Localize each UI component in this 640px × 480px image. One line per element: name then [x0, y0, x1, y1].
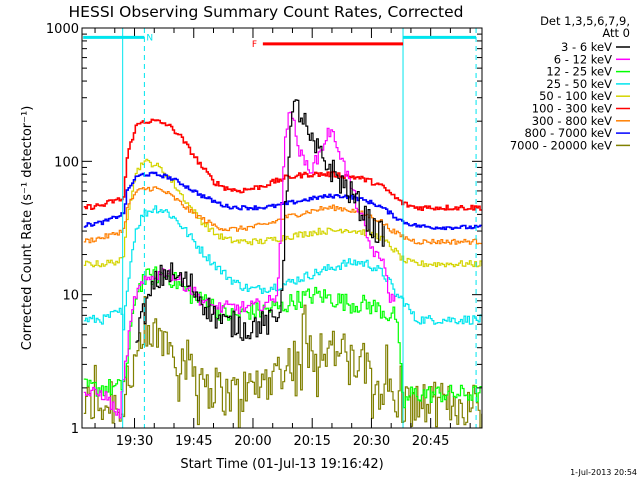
plot-frame	[81, 27, 483, 429]
chart-title: HESSI Observing Summary Count Rates, Cor…	[69, 3, 464, 21]
series-line	[83, 158, 482, 268]
y-tick-label: 10	[62, 289, 79, 304]
annotation-label-N: N	[146, 33, 153, 43]
legend-label: 3 - 6 keV	[561, 40, 612, 54]
series-12-25-kev	[83, 266, 482, 409]
y-tick-label: 1000	[46, 22, 79, 37]
footer-timestamp: 1-Jul-2013 20:54	[570, 468, 637, 477]
series-layer	[83, 99, 482, 428]
y-tick-label: 100	[54, 155, 79, 170]
annotation-layer	[122, 28, 477, 428]
axes: 19:30 19:45 20:00 20:15 20:30 20:45 1 10 100 1000	[46, 22, 482, 449]
series-7000-20000-kev	[83, 296, 482, 428]
legend-label: 12 - 25 keV	[546, 65, 612, 79]
legend-label: 25 - 50 keV	[546, 77, 612, 91]
series-300-800-kev	[83, 186, 482, 245]
series-6-12-kev	[83, 111, 396, 419]
series-50-100-kev	[83, 158, 482, 268]
x-axis-label: Start Time (01-Jul-13 19:16:42)	[180, 457, 383, 472]
x-tick-label: 20:15	[293, 434, 330, 449]
annotation-label-F: F	[252, 40, 257, 50]
plot-area	[81, 27, 483, 429]
legend-label: 7000 - 20000 keV	[510, 138, 612, 152]
x-tick-label: 20:30	[353, 434, 390, 449]
legend-label: 300 - 800 keV	[532, 114, 612, 128]
y-axis-label: Corrected Count Rate (s⁻¹ detector⁻¹)	[20, 106, 35, 351]
series-line	[135, 99, 385, 343]
y-tick-label: 1	[71, 422, 79, 437]
x-tick-label: 20:00	[234, 434, 271, 449]
legend-label: 100 - 300 keV	[532, 102, 612, 116]
legend-header-attenuator: Att 0	[602, 26, 630, 40]
x-tick-label: 19:30	[116, 434, 153, 449]
legend-label: 50 - 100 keV	[539, 89, 612, 103]
series-line	[83, 266, 482, 409]
x-tick-label: 20:45	[412, 434, 449, 449]
series-line	[83, 111, 396, 419]
series-line	[83, 296, 482, 428]
series-3-6-kev	[135, 99, 385, 343]
legend-label: 6 - 12 keV	[554, 52, 612, 66]
legend-label: 800 - 7000 keV	[524, 126, 612, 140]
x-tick-label: 19:45	[175, 434, 212, 449]
series-line	[83, 186, 482, 245]
legend-header: Det 1,3,5,6,7,9,	[540, 14, 630, 28]
